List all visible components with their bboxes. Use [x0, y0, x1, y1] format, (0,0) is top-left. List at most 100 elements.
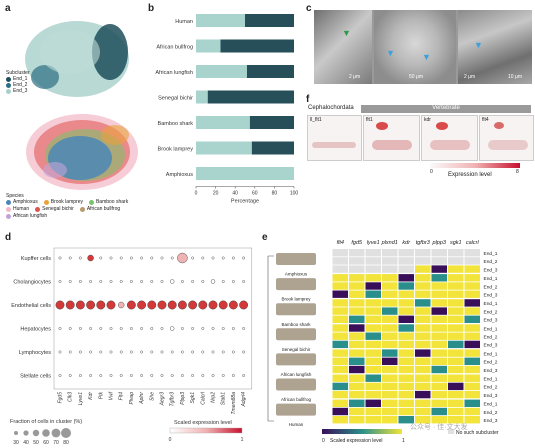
dot-mark	[170, 350, 174, 354]
dot-mark	[201, 327, 205, 330]
heatmap-legend-max: 1	[402, 438, 405, 444]
heatmap-row-label: End_3	[484, 267, 498, 273]
size-legend-dot	[32, 429, 40, 437]
heatmap-row-label: End_2	[484, 360, 498, 366]
heatmap-cell	[349, 340, 365, 349]
heatmap-gene-label: sgk1	[450, 240, 462, 246]
heatmap-cell	[431, 416, 447, 424]
dot-mark	[211, 327, 215, 330]
dot-mark	[160, 280, 164, 283]
heatmap-cell	[349, 282, 365, 290]
dot-row-label: Kupffer cells	[21, 256, 51, 262]
watermark: 公众号 · 佳·文大发	[410, 424, 468, 431]
heatmap-cell	[415, 249, 431, 257]
dot-mark	[86, 300, 96, 310]
heatmap-cell	[332, 349, 348, 357]
heatmap-cell	[448, 382, 464, 391]
heatmap-cell	[382, 307, 398, 315]
heatmap-cell	[448, 282, 464, 290]
heatmap-cell	[415, 282, 431, 290]
in-situ-flt4: flt4	[479, 115, 534, 161]
dot-mark	[180, 280, 184, 283]
heatmap-cell	[464, 290, 480, 298]
dot-mark	[242, 280, 246, 283]
color-legend-bar	[169, 427, 243, 434]
heatmap-cell	[365, 274, 381, 282]
dot-mark	[191, 350, 195, 354]
dot-mark	[201, 256, 205, 260]
heatmap-cell	[365, 407, 381, 416]
dot-mark	[157, 300, 167, 310]
heatmap-gene-label: tgfbr3	[416, 240, 431, 246]
dot-mark	[150, 327, 154, 330]
expression-legend-title: Expression level	[448, 172, 492, 178]
heatmap-cell	[332, 357, 348, 365]
dot-mark	[150, 374, 154, 377]
heatmap-cell	[448, 290, 464, 298]
heatmap-row-label: End_2	[484, 309, 498, 315]
dot-mark	[231, 280, 235, 283]
dot-mark	[242, 327, 246, 330]
in-situ-amphioxus: ll_flt1	[307, 115, 362, 161]
heatmap-cell	[415, 374, 431, 382]
heatmap-cell	[431, 407, 447, 416]
bar-segment-end3	[196, 39, 221, 53]
species-silhouette-icon	[276, 303, 316, 316]
end-2-label: End_2	[13, 82, 28, 88]
bar-category-label: African bullfrog	[156, 45, 193, 51]
x-tick-label: 60	[252, 191, 258, 197]
heatmap-cell	[431, 374, 447, 382]
heatmap-cell	[332, 365, 348, 374]
x-tick-label: 100	[290, 191, 299, 197]
dot-mark	[242, 256, 246, 260]
dot-mark	[109, 256, 113, 260]
heatmap-cell	[365, 349, 381, 357]
heatmap-cell	[448, 265, 464, 273]
heatmap-row-label: End_1	[484, 301, 498, 307]
heatmap-cell	[365, 324, 381, 332]
heatmap-cell	[415, 324, 431, 332]
heatmap-cell	[415, 315, 431, 323]
scale-bar-1: 2 μm	[349, 74, 361, 80]
heatmap-cell	[382, 257, 398, 265]
dot-mark	[160, 350, 164, 354]
dot-mark	[239, 300, 249, 310]
heatmap-cell	[431, 249, 447, 257]
heatmap-cell	[382, 274, 398, 282]
dot-col-label: Clk3	[68, 392, 74, 402]
heatmap-cell	[431, 290, 447, 298]
heatmap-cell	[448, 357, 464, 365]
heatmap-cell	[431, 340, 447, 349]
dot-mark	[79, 256, 82, 260]
heatmap-cell	[415, 382, 431, 391]
dot-mark	[137, 300, 147, 310]
heatmap-cell	[349, 265, 365, 273]
end-2-swatch	[6, 82, 11, 88]
heatmap-cell	[398, 299, 414, 307]
heatmap-cell	[431, 282, 447, 290]
heatmap-cell	[448, 416, 464, 424]
heatmap-cell	[448, 332, 464, 340]
dot-mark	[221, 327, 225, 330]
in-situ-flt1: flt1	[363, 115, 420, 161]
dot-mark	[242, 374, 246, 377]
heatmap-cell	[431, 307, 447, 315]
human-swatch	[6, 206, 11, 212]
heatmap-cell	[398, 365, 414, 374]
em-image-3	[458, 10, 532, 84]
species-silhouette-icon	[276, 278, 316, 291]
dot-mark	[242, 350, 246, 354]
heatmap-species-label: Amphioxus	[285, 272, 308, 277]
dot-mark	[201, 350, 205, 354]
dot-mark	[68, 327, 72, 330]
heatmap-row-label: End_1	[484, 251, 498, 257]
size-legend-tick: 70	[53, 440, 59, 446]
heatmap-cell	[332, 407, 348, 416]
heatmap-cell	[415, 307, 431, 315]
blue-arrow-icon: ▼	[474, 40, 483, 50]
heatmap-cell	[365, 307, 381, 315]
heatmap-cell	[464, 265, 480, 273]
heatmap-cell	[464, 249, 480, 257]
dot-mark	[99, 327, 103, 330]
heatmap-cell	[431, 399, 447, 407]
